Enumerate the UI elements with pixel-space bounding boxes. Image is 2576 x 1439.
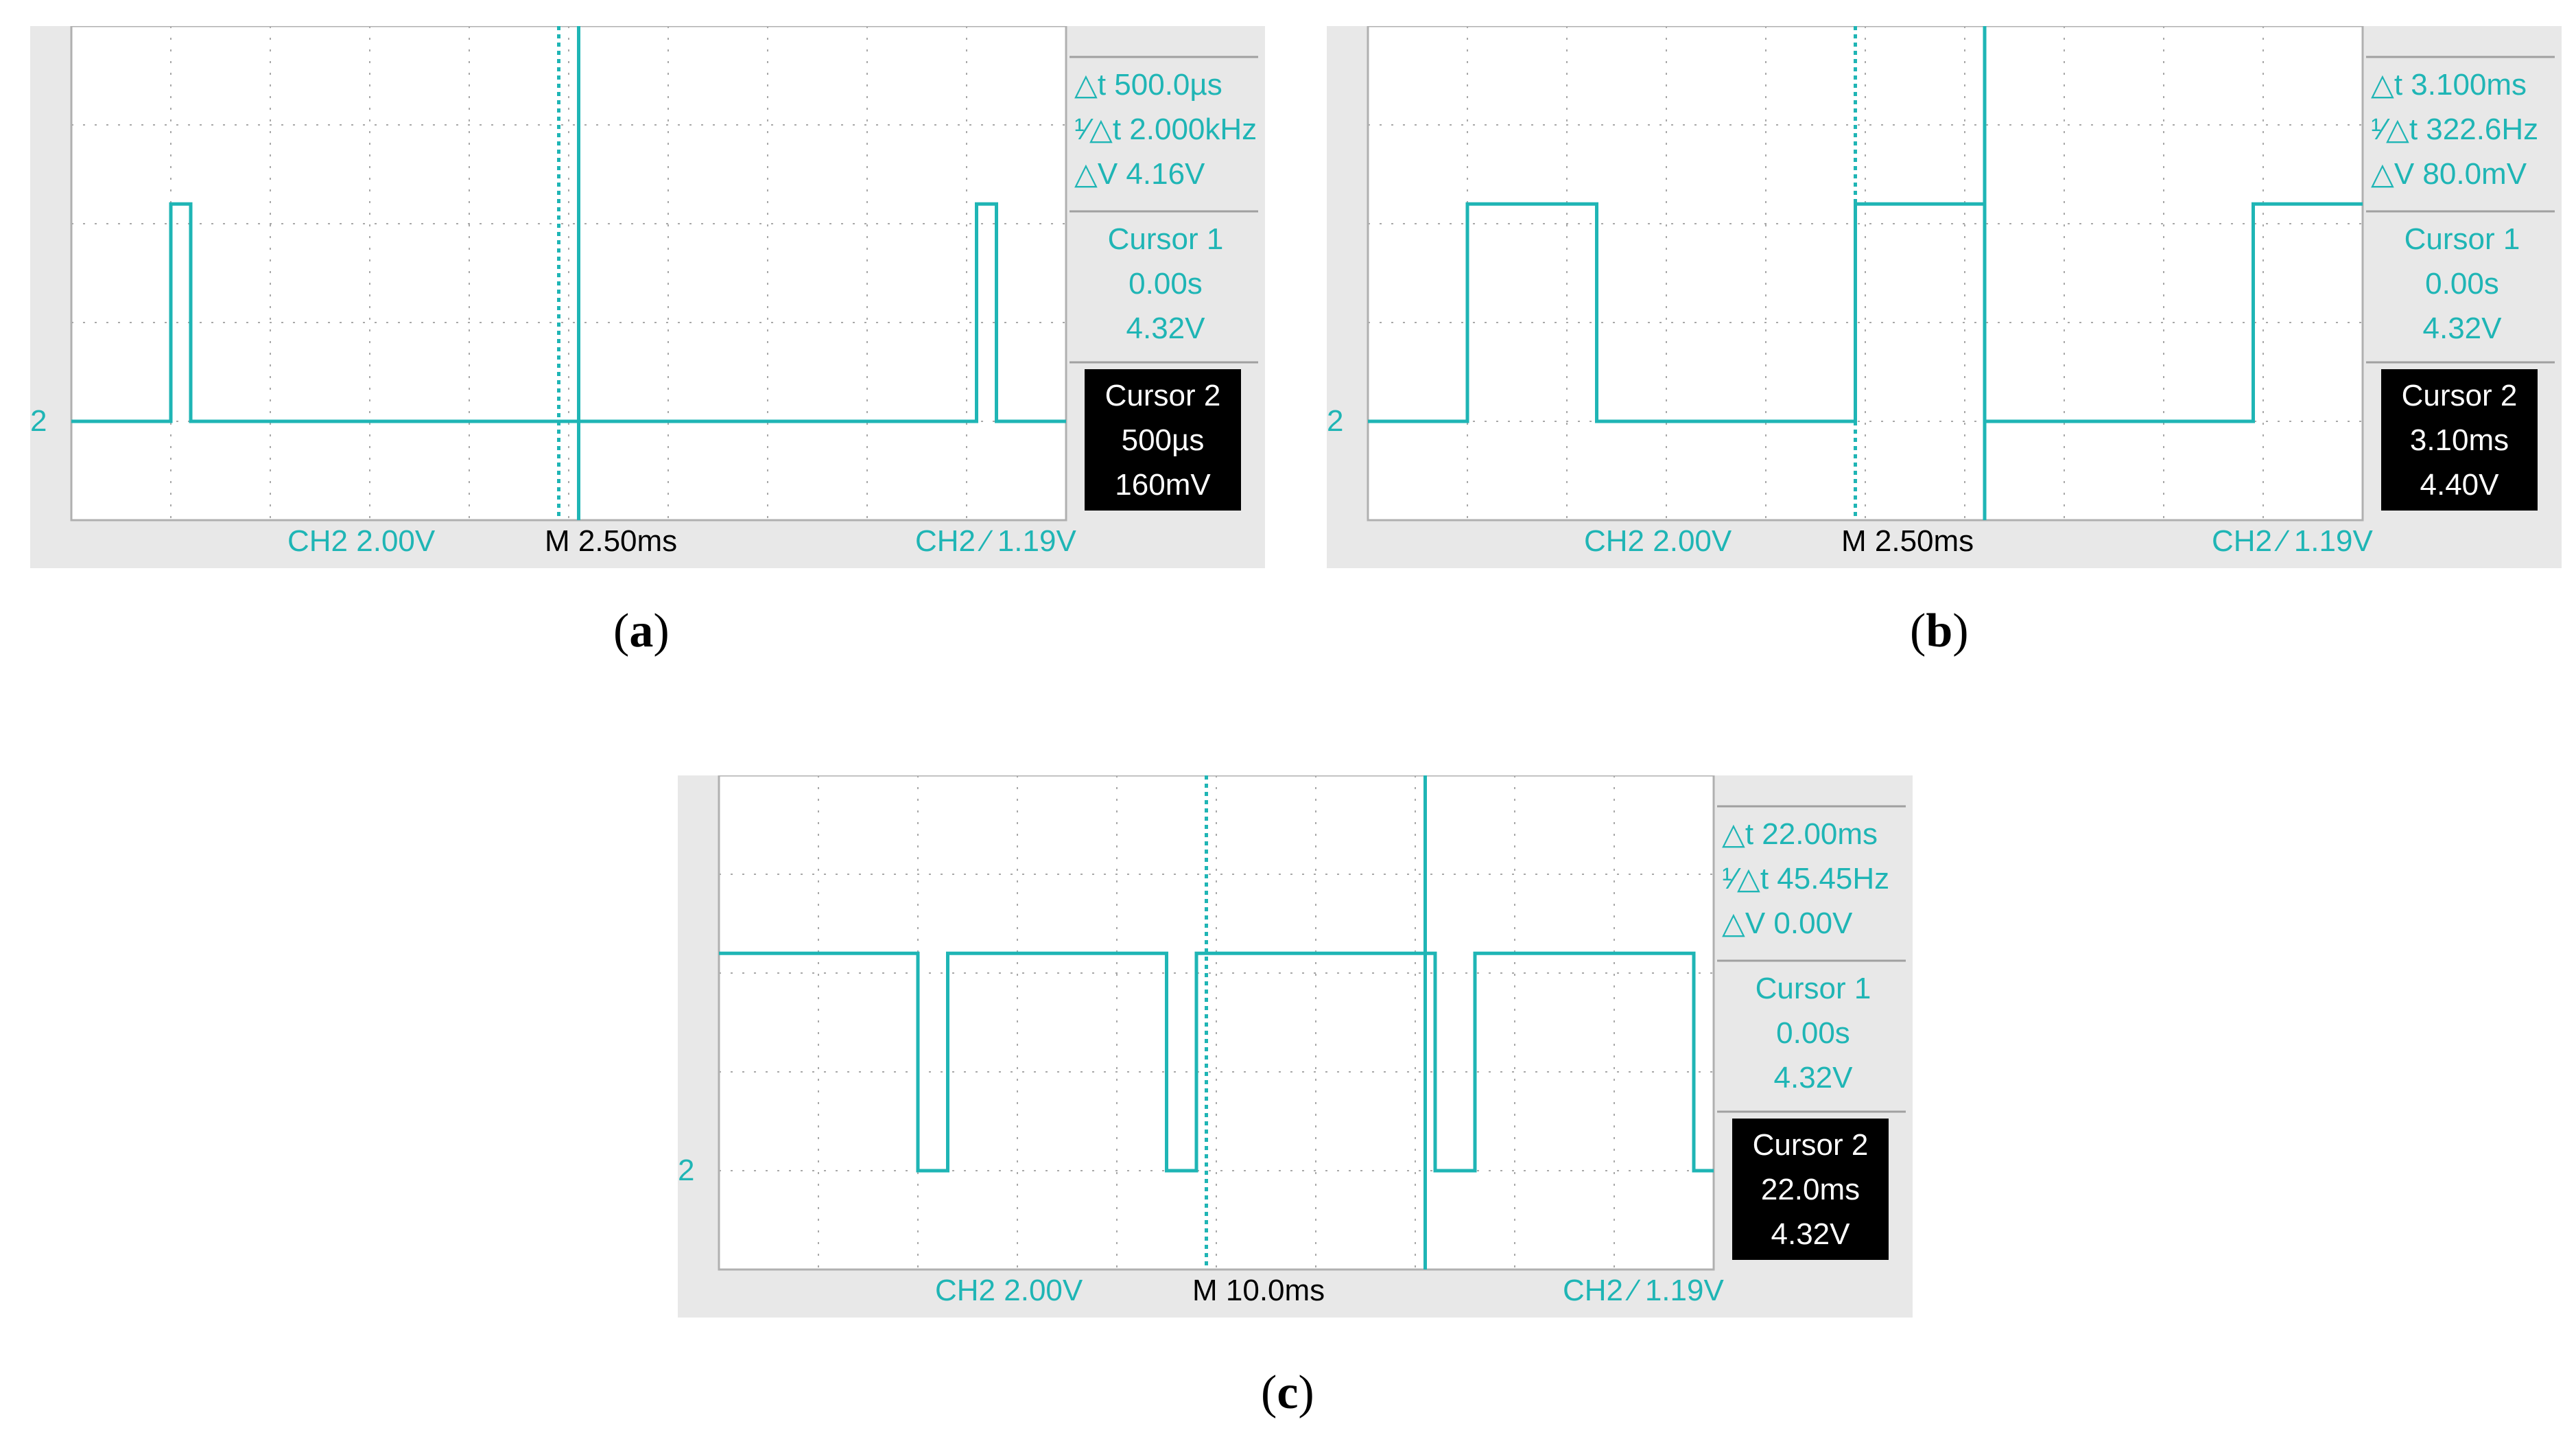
ch-scale: CH2 2.00V [287, 524, 436, 558]
ch-scale: CH2 2.00V [1584, 524, 1732, 558]
cursor2-time: 22.0ms [1761, 1173, 1860, 1206]
ch2-marker: 2 [30, 404, 47, 438]
scope-panel-c: 2 △t 22.00ms ¹⁄△t 45.45Hz △V 0.00V Curso… [678, 775, 1913, 1318]
timebase: M 10.0ms [1192, 1274, 1325, 1307]
scope-screen-a: 2 △t 500.0µs ¹⁄△t 2.000kHz △V 4.16V Curs… [30, 26, 1265, 568]
cursor1-label: Cursor 1 [1108, 222, 1224, 256]
caption-a: (a) [613, 605, 670, 657]
ch-scale: CH2 2.00V [935, 1274, 1083, 1307]
inv-delta-t-readout: ¹⁄△t 322.6Hz [2371, 113, 2538, 146]
cursor2-box [1732, 1119, 1889, 1260]
timebase: M 2.50ms [545, 524, 677, 558]
screen-border [70, 26, 1067, 522]
grid [718, 775, 1715, 1271]
cursor2-time: 3.10ms [2410, 423, 2509, 457]
inv-delta-t-readout: ¹⁄△t 2.000kHz [1074, 113, 1257, 146]
trigger: CH2 ∕ 1.19V [1563, 1274, 1724, 1307]
cursor2-label: Cursor 2 [1105, 379, 1221, 412]
delta-t-readout: △t 3.100ms [2371, 68, 2527, 102]
trigger: CH2 ∕ 1.19V [915, 524, 1076, 558]
caption-c: (c) [1261, 1366, 1314, 1419]
delta-v-readout: △V 80.0mV [2371, 157, 2527, 191]
cursor2-volt: 4.32V [1771, 1217, 1851, 1251]
cursor1-label: Cursor 1 [1756, 972, 1871, 1005]
cursor2-box [1085, 369, 1241, 511]
cursor1-label: Cursor 1 [2404, 222, 2520, 256]
scope-screen-b: 2 △t 3.100ms ¹⁄△t 322.6Hz △V 80.0mV Curs… [1327, 26, 2562, 568]
cursor1-time: 0.00s [1776, 1016, 1850, 1050]
ch2-marker: 2 [1327, 404, 1343, 438]
timebase: M 2.50ms [1841, 524, 1974, 558]
delta-t-readout: △t 500.0µs [1074, 68, 1222, 102]
cursor2-box [2381, 369, 2538, 511]
trace-ch2 [719, 951, 1714, 1173]
trigger: CH2 ∕ 1.19V [2212, 524, 2373, 558]
scope-panel-b: 2 △t 3.100ms ¹⁄△t 322.6Hz △V 80.0mV Curs… [1327, 26, 2562, 568]
delta-t-readout: △t 22.00ms [1722, 817, 1878, 851]
cursor2-label: Cursor 2 [2402, 379, 2518, 412]
scope-screen-c: 2 △t 22.00ms ¹⁄△t 45.45Hz △V 0.00V Curso… [678, 775, 1913, 1318]
ch2-marker: 2 [678, 1154, 694, 1187]
trace-ch2 [71, 202, 1066, 423]
screen-border [1367, 26, 2364, 522]
cursor2-label: Cursor 2 [1753, 1128, 1869, 1162]
scope-panel-a: 2 △t 500.0µs ¹⁄△t 2.000kHz △V 4.16V Curs… [30, 26, 1265, 568]
cursor2-time: 500µs [1122, 423, 1205, 457]
cursor1-volt: 4.32V [1774, 1061, 1854, 1095]
cursor1-time: 0.00s [2425, 267, 2499, 301]
inv-delta-t-readout: ¹⁄△t 45.45Hz [1722, 862, 1889, 896]
cursor2-volt: 4.40V [2420, 468, 2500, 502]
cursor1-time: 0.00s [1129, 267, 1203, 301]
trace-ch2 [1368, 202, 2363, 423]
cursor1-volt: 4.32V [2423, 312, 2503, 345]
cursors [1205, 775, 1427, 1270]
cursor1-volt: 4.32V [1126, 312, 1206, 345]
delta-v-readout: △V 4.16V [1074, 157, 1205, 191]
screen-border [718, 775, 1715, 1271]
delta-v-readout: △V 0.00V [1722, 906, 1853, 940]
cursors [557, 26, 580, 520]
caption-b: (b) [1910, 605, 1969, 657]
grid [1367, 26, 2364, 522]
cursor2-volt: 160mV [1115, 468, 1211, 502]
